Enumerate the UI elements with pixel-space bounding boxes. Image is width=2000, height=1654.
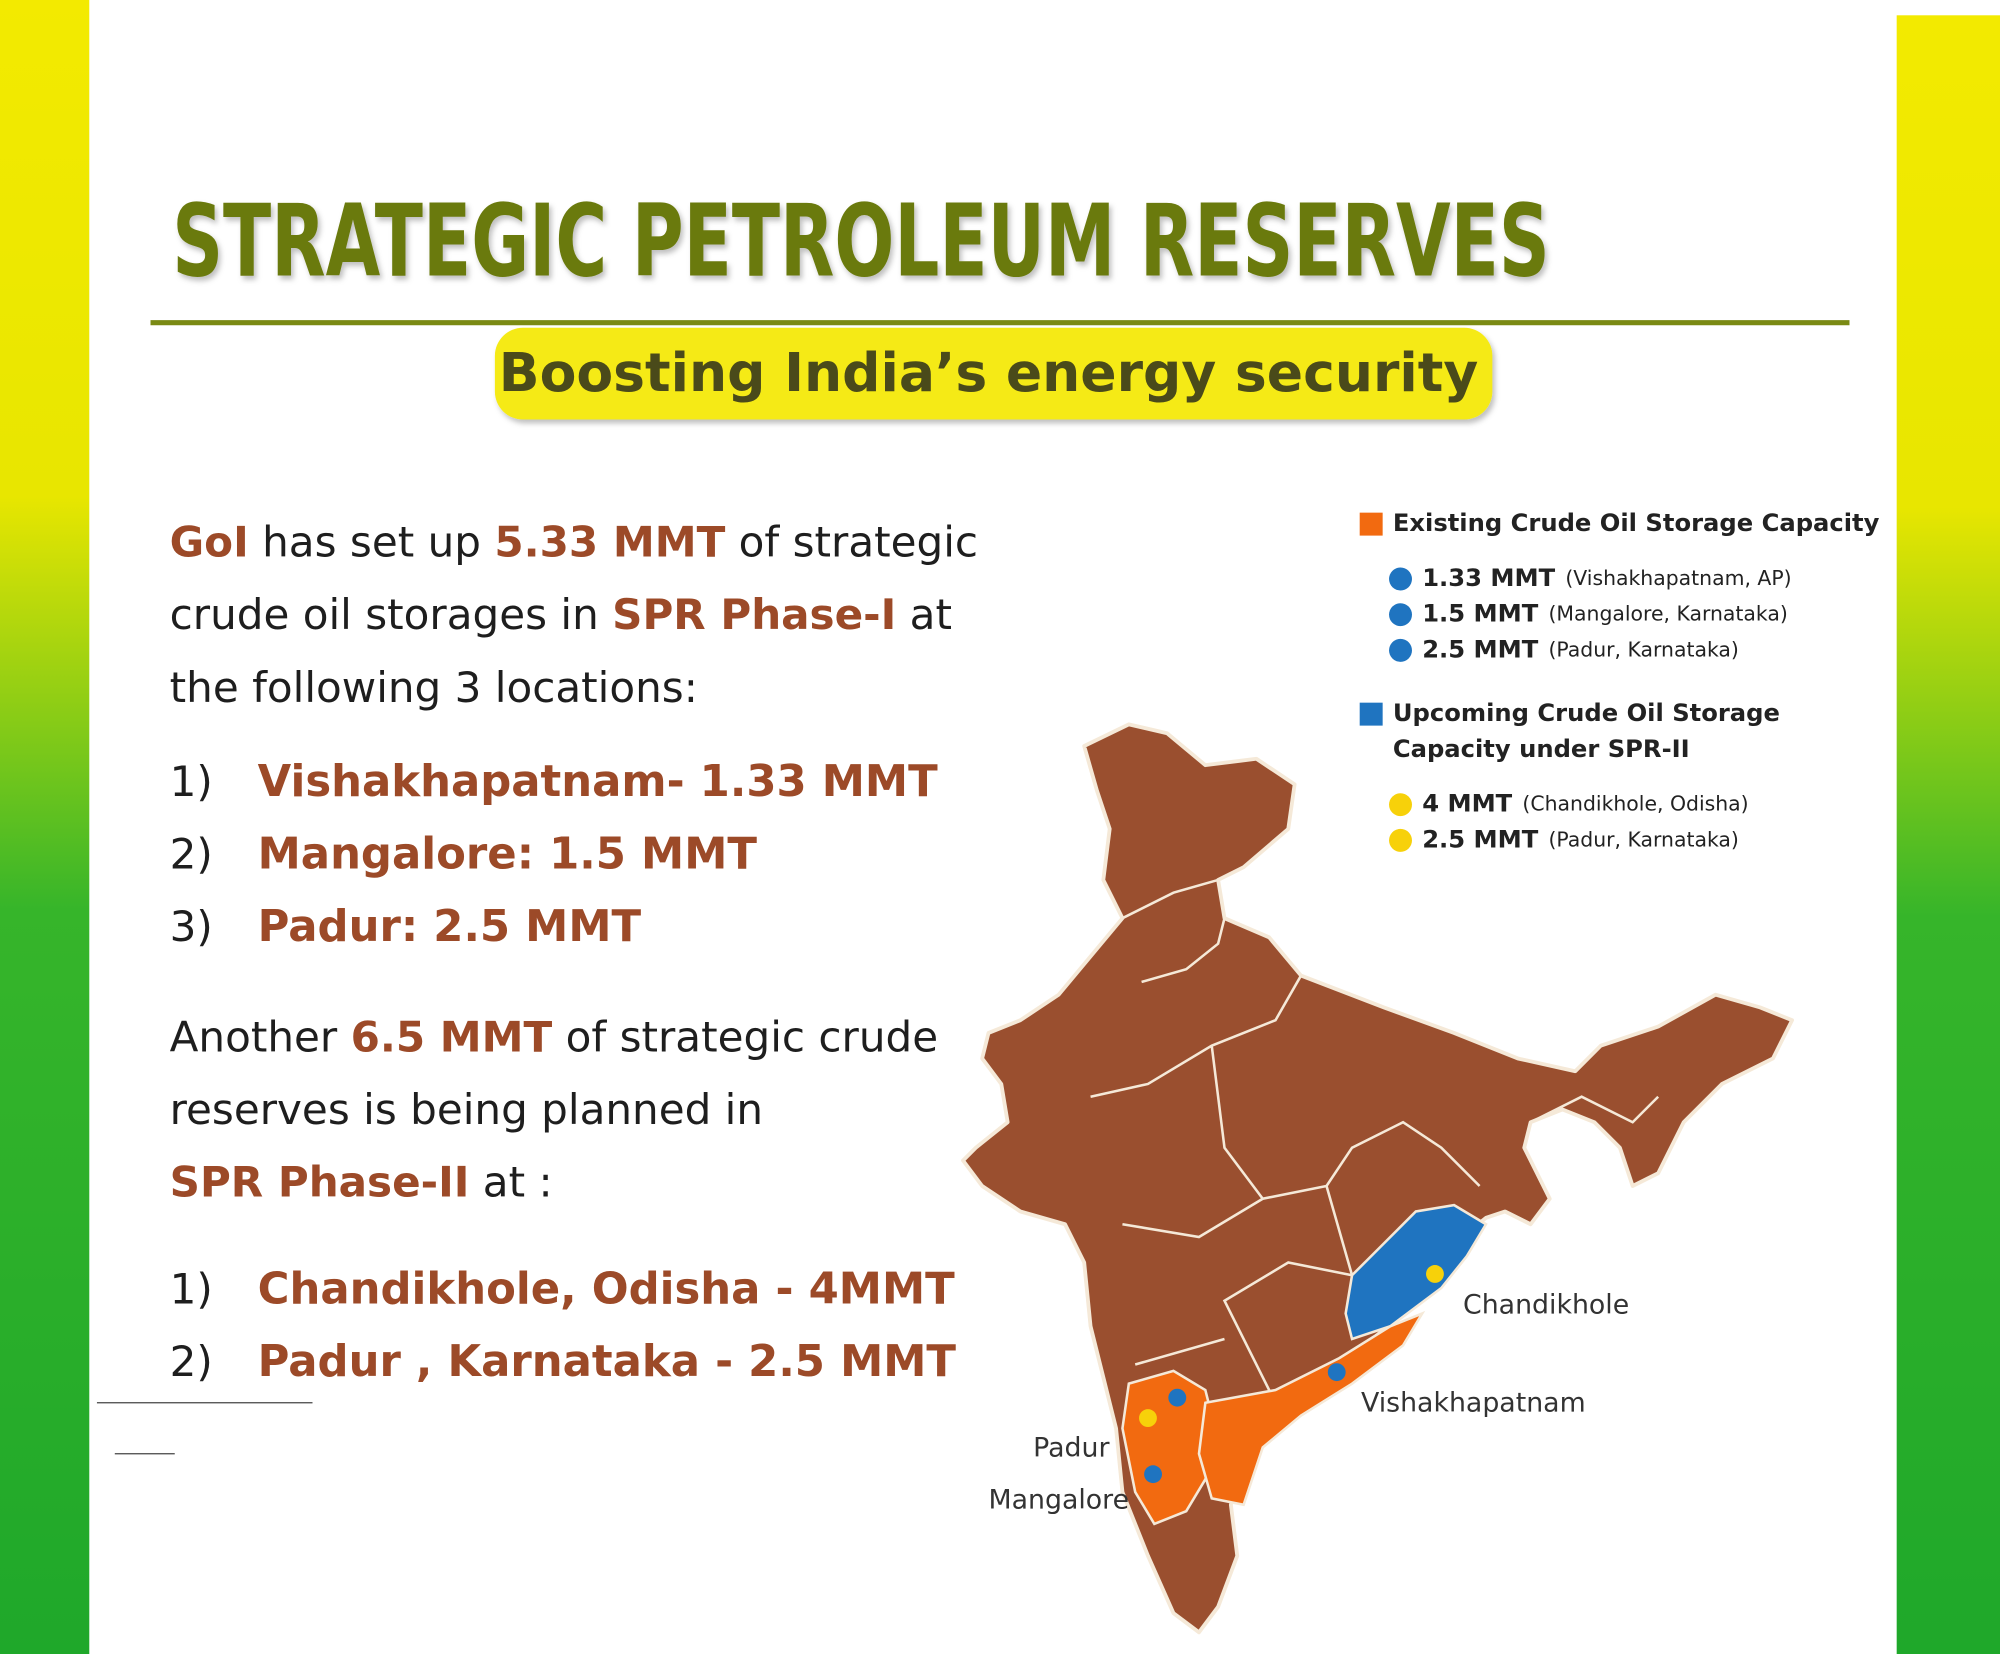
list-item: Padur: 2.5 MMT — [258, 902, 642, 952]
legend: Existing Crude Oil Storage Capacity 1.33 … — [1359, 509, 1880, 853]
text-run: of strategic crude — [552, 1012, 938, 1061]
india-map: Chandikhole Vishakhapatnam Padur Mangalo… — [961, 722, 1795, 1635]
legend-amount: 4 MMT — [1422, 790, 1512, 818]
right-border — [1896, 15, 2000, 1654]
legend-swatch — [1359, 512, 1383, 536]
state-borders — [1090, 878, 1660, 1404]
text-run: at — [896, 590, 952, 639]
text-run: Another — [170, 1012, 351, 1061]
paragraph-line: SPR Phase-II at : — [170, 1157, 553, 1206]
legend-item: 2.5 MMT (Padur, Karnataka) — [1422, 825, 1739, 853]
text-run: SPR Phase-II — [170, 1157, 470, 1206]
map-label: Mangalore — [989, 1485, 1130, 1516]
title: STRATEGIC PETROLEUM RESERVES — [172, 184, 1550, 299]
text-run: 5.33 MMT — [494, 517, 725, 566]
paragraph-line: the following 3 locations: — [170, 662, 698, 711]
site-dot — [1426, 1265, 1444, 1283]
legend-place: (Chandikhole, Odisha) — [1522, 792, 1748, 816]
paragraph-line: Another 6.5 MMT of strategic crude — [170, 1012, 938, 1061]
site-dot — [1168, 1388, 1187, 1407]
text-run: of strategic — [725, 517, 978, 566]
legend-place: (Padur, Karnataka) — [1548, 637, 1738, 661]
text-run: at : — [469, 1157, 552, 1206]
legend-dot — [1389, 638, 1412, 662]
list-number: 1) — [170, 1264, 213, 1313]
paragraph-line: GoI has set up 5.33 MMT of strategic — [170, 517, 978, 566]
list-number: 2) — [170, 1337, 213, 1386]
legend-place: (Padur, Karnataka) — [1548, 827, 1738, 851]
legend-amount: 2.5 MMT — [1422, 825, 1539, 853]
text-run: has set up — [249, 517, 495, 566]
legend-dot — [1389, 567, 1412, 591]
map-label: Padur — [1033, 1432, 1109, 1463]
legend-amount: 1.5 MMT — [1422, 600, 1539, 628]
odisha — [1344, 1203, 1488, 1341]
map-label: Chandikhole — [1463, 1290, 1629, 1321]
legend-heading: Existing Crude Oil Storage Capacity — [1393, 509, 1880, 537]
legend-amount: 2.5 MMT — [1422, 635, 1539, 663]
paragraph-line: crude oil storages in SPR Phase-I at — [170, 590, 952, 639]
list-item: Chandikhole, Odisha - 4MMT — [258, 1264, 955, 1314]
text-run: SPR Phase-I — [612, 590, 896, 639]
text-run: the following 3 locations: — [170, 662, 698, 711]
list-item: Vishakhapatnam- 1.33 MMT — [258, 757, 938, 807]
andhra-telangana — [1197, 1310, 1426, 1507]
list-number: 1) — [170, 757, 213, 806]
text-run: crude oil storages in — [170, 590, 613, 639]
legend-item: 1.33 MMT (Vishakhapatnam, AP) — [1422, 564, 1791, 592]
list-item: Mangalore: 1.5 MMT — [258, 829, 758, 879]
text-run: 6.5 MMT — [351, 1012, 553, 1061]
legend-item: 1.5 MMT (Mangalore, Karnataka) — [1422, 600, 1788, 628]
text-run: GoI — [170, 517, 249, 566]
list-number: 3) — [170, 902, 213, 951]
legend-swatch — [1359, 702, 1383, 726]
site-dot — [1327, 1363, 1346, 1382]
site-dot — [1139, 1409, 1157, 1428]
subtitle: Boosting India’s energy security — [499, 341, 1478, 404]
legend-dot — [1389, 828, 1412, 852]
legend-dot — [1389, 603, 1412, 627]
legend-place: (Mangalore, Karnataka) — [1548, 602, 1787, 626]
site-dot — [1144, 1465, 1162, 1484]
subtitle-background — [494, 327, 1493, 420]
list-item: Padur , Karnataka - 2.5 MMT — [258, 1337, 957, 1387]
legend-item: 4 MMT (Chandikhole, Odisha) — [1422, 790, 1748, 818]
map-label: Vishakhapatnam — [1361, 1388, 1586, 1419]
legend-heading: Capacity under SPR-II — [1393, 735, 1690, 763]
legend-amount: 1.33 MMT — [1422, 564, 1555, 592]
left-border — [0, 0, 90, 1654]
text-run: reserves is being planned in — [170, 1085, 763, 1134]
legend-item: 2.5 MMT (Padur, Karnataka) — [1422, 635, 1739, 663]
legend-place: (Vishakhapatnam, AP) — [1565, 566, 1791, 590]
legend-dot — [1389, 793, 1412, 817]
paragraph-line: reserves is being planned in — [170, 1085, 763, 1134]
karnataka — [1121, 1369, 1220, 1526]
list-number: 2) — [170, 829, 213, 878]
legend-heading: Upcoming Crude Oil Storage — [1393, 699, 1780, 727]
